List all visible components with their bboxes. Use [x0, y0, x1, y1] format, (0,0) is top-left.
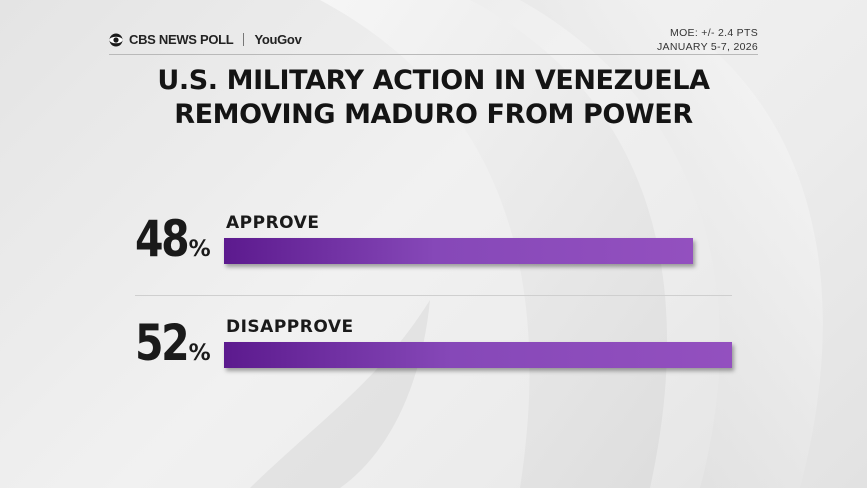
row-divider	[135, 295, 732, 296]
margin-of-error: MOE: +/- 2.4 PTS	[670, 27, 758, 39]
value-unit-approve: %	[188, 237, 211, 262]
chart-title-line-2: REMOVING MADURO FROM POWER	[174, 99, 693, 130]
category-label-approve: APPROVE	[226, 213, 320, 233]
brand-separator	[243, 33, 245, 46]
chart-title-line-1: U.S. MILITARY ACTION IN VENEZUELA	[157, 65, 710, 96]
poll-info: MOE: +/- 2.4 PTS JANUARY 5-7, 2026	[657, 26, 758, 54]
bar-approve	[224, 238, 693, 264]
header-rule	[109, 54, 758, 55]
value-label-disapprove: 52 %	[135, 314, 211, 372]
chart-title: U.S. MILITARY ACTION IN VENEZUELA REMOVI…	[0, 64, 867, 132]
brand-partner-text: YouGov	[254, 32, 302, 47]
cbs-eye-icon	[109, 33, 123, 46]
poll-dates: JANUARY 5-7, 2026	[656, 41, 758, 53]
bar-track-disapprove	[224, 342, 732, 368]
header: CBS NEWS POLL YouGov MOE: +/- 2.4 PTS JA…	[0, 0, 867, 60]
bar-row-disapprove: 52 % DISAPPROVE	[0, 315, 867, 395]
brand-logo: CBS NEWS POLL YouGov	[109, 32, 302, 47]
value-number-approve: 48	[135, 210, 190, 268]
value-unit-disapprove: %	[188, 341, 211, 366]
bar-disapprove	[224, 342, 732, 368]
bar-row-approve: 48 % APPROVE	[0, 211, 867, 291]
category-label-disapprove: DISAPPROVE	[226, 317, 354, 337]
brand-cbs-text: CBS NEWS POLL	[129, 32, 234, 47]
value-number-disapprove: 52	[135, 314, 190, 372]
value-label-approve: 48 %	[135, 210, 211, 268]
bar-track-approve	[224, 238, 732, 264]
